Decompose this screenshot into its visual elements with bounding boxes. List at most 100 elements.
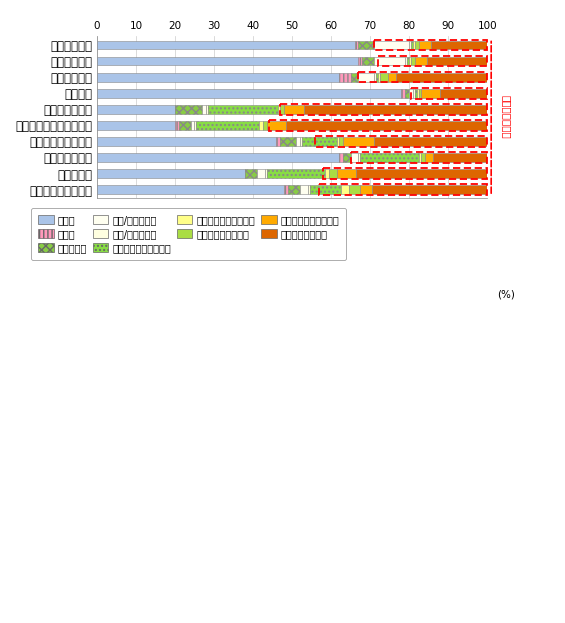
Bar xyxy=(380,73,388,82)
Bar xyxy=(97,105,175,113)
Bar xyxy=(343,153,351,162)
Bar xyxy=(175,121,179,130)
Bar xyxy=(325,169,329,178)
Bar xyxy=(206,105,208,113)
Bar xyxy=(208,105,279,113)
Bar xyxy=(97,137,276,146)
Bar xyxy=(302,137,337,146)
Bar xyxy=(374,137,487,146)
Bar xyxy=(337,169,357,178)
Legend: テレビ, ラジオ, 新聞・雑誌, 報道/文字サイト, 報道/映像サイト, その他一般映像サイト, インターネットラジオ, ソーシャルメディア, 行政機関・企業サ: テレビ, ラジオ, 新聞・雑誌, 報道/文字サイト, 報道/映像サイト, その他… xyxy=(32,208,346,260)
Bar xyxy=(343,137,374,146)
Bar xyxy=(279,105,280,113)
Bar xyxy=(296,137,300,146)
Bar xyxy=(441,88,489,98)
Bar xyxy=(409,88,413,98)
Bar xyxy=(97,121,175,130)
Bar xyxy=(329,169,337,178)
Bar xyxy=(374,57,405,65)
Bar xyxy=(175,105,202,113)
Bar xyxy=(341,185,349,194)
Bar xyxy=(409,57,411,65)
Bar xyxy=(286,121,487,130)
Bar xyxy=(415,40,419,49)
Bar xyxy=(354,40,358,49)
Bar xyxy=(97,73,339,82)
Bar xyxy=(396,73,487,82)
Bar xyxy=(349,185,360,194)
Bar xyxy=(372,185,487,194)
Bar xyxy=(284,185,288,194)
Bar xyxy=(310,185,341,194)
Bar xyxy=(376,73,378,82)
Bar xyxy=(417,88,419,98)
Bar xyxy=(276,137,280,146)
Bar xyxy=(433,153,487,162)
Bar xyxy=(339,73,351,82)
Bar xyxy=(360,153,419,162)
Bar xyxy=(267,169,325,178)
Bar xyxy=(358,57,362,65)
Bar xyxy=(358,40,374,49)
Bar xyxy=(97,40,354,49)
Bar xyxy=(357,169,487,178)
Bar xyxy=(339,137,343,146)
Bar xyxy=(360,185,372,194)
Bar xyxy=(358,73,374,82)
Bar xyxy=(202,105,206,113)
Bar xyxy=(179,121,190,130)
Bar xyxy=(280,105,284,113)
Bar xyxy=(263,121,267,130)
Bar xyxy=(411,57,415,65)
Bar xyxy=(358,153,360,162)
Bar xyxy=(421,153,425,162)
Bar xyxy=(97,57,358,65)
Bar xyxy=(374,73,376,82)
Bar xyxy=(351,73,358,82)
Bar xyxy=(97,88,401,98)
Bar xyxy=(388,73,396,82)
Bar xyxy=(419,88,421,98)
Bar xyxy=(339,153,343,162)
Bar xyxy=(419,40,431,49)
Bar xyxy=(405,57,407,65)
Bar xyxy=(378,73,380,82)
Bar xyxy=(407,57,409,65)
Bar xyxy=(401,88,405,98)
Bar xyxy=(415,88,417,98)
Bar xyxy=(337,137,339,146)
Bar xyxy=(97,169,245,178)
Text: インターネット: インターネット xyxy=(501,95,511,139)
Bar xyxy=(190,121,194,130)
Bar xyxy=(413,40,415,49)
Bar xyxy=(259,121,263,130)
Bar xyxy=(267,121,286,130)
Bar xyxy=(427,57,487,65)
Bar xyxy=(374,40,409,49)
Bar xyxy=(431,40,487,49)
Bar xyxy=(300,137,302,146)
Bar xyxy=(194,121,197,130)
Bar xyxy=(419,153,421,162)
Bar xyxy=(245,169,257,178)
Bar xyxy=(280,137,296,146)
Bar xyxy=(300,185,308,194)
Bar xyxy=(425,153,433,162)
Bar xyxy=(413,88,415,98)
Bar xyxy=(411,40,413,49)
Bar xyxy=(405,88,409,98)
Bar xyxy=(265,169,267,178)
Bar xyxy=(308,185,310,194)
Bar xyxy=(288,185,300,194)
Bar xyxy=(304,105,487,113)
Bar xyxy=(421,88,441,98)
Bar xyxy=(97,153,339,162)
Bar xyxy=(197,121,259,130)
Bar xyxy=(362,57,374,65)
Text: (%): (%) xyxy=(497,289,515,299)
Bar xyxy=(97,185,284,194)
Bar xyxy=(351,153,358,162)
Bar xyxy=(284,105,304,113)
Bar xyxy=(257,169,265,178)
Bar xyxy=(409,40,411,49)
